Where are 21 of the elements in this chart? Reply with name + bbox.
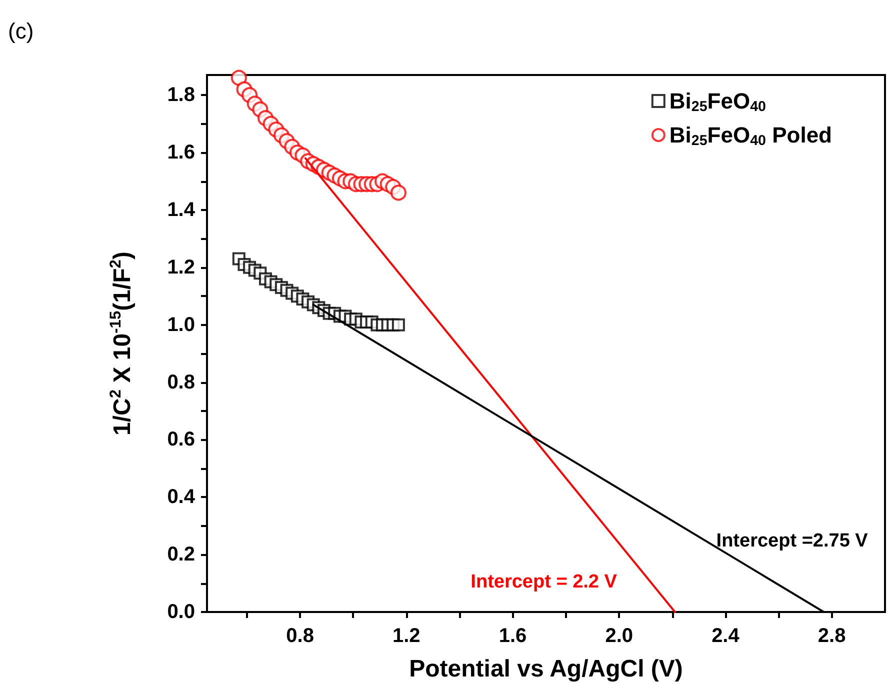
- y-tick-label: 0.4: [167, 486, 196, 508]
- annotation: Intercept =2.75 V: [716, 530, 868, 552]
- y-tick-label: 0.6: [167, 428, 195, 451]
- y-tick-label: 0.8: [167, 371, 195, 394]
- text: (c): [8, 18, 34, 44]
- y-tick-label: 1.4: [167, 198, 196, 221]
- x-tick-label: 2.4: [712, 625, 740, 647]
- y-tick-label: 1.2: [167, 256, 195, 278]
- x-tick-label: 1.6: [498, 625, 527, 647]
- y-tick-label: 1.6: [167, 142, 195, 164]
- y-tick-label: 1.0: [167, 314, 195, 336]
- y-tick-label: 0.0: [167, 601, 195, 623]
- y-axis-title: 1/C2 X 10-15(1/F2): [107, 252, 136, 436]
- x-tick-label: 2.8: [818, 625, 846, 647]
- x-tick-label: 1.2: [392, 625, 420, 647]
- annotation: Intercept = 2.2 V: [470, 572, 618, 592]
- x-tick-label: 0.8: [286, 625, 314, 647]
- y-tick-label: 0.2: [167, 544, 195, 566]
- x-tick-label: 2.0: [605, 625, 634, 647]
- y-tick-label: 1.8: [167, 84, 195, 106]
- x-axis-title: Potential vs Ag/AgCl (V): [409, 656, 683, 682]
